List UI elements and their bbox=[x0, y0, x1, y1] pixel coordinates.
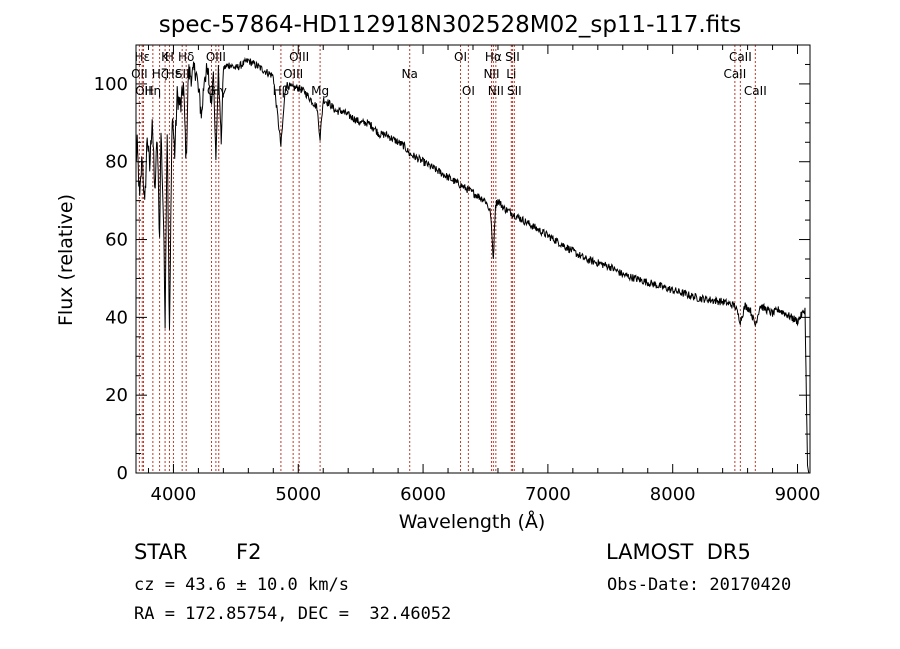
x-tick-label: 4000 bbox=[151, 484, 197, 505]
spectral-line-label: OII bbox=[131, 67, 148, 81]
spectral-line-label: OI bbox=[454, 50, 467, 64]
spectral-line-label: Hζ bbox=[152, 67, 168, 81]
spectral-line-label: OIII bbox=[283, 67, 303, 81]
spectral-line-label: OII bbox=[135, 84, 152, 98]
spectral-line-label: SII bbox=[505, 50, 520, 64]
x-tick-label: 8000 bbox=[650, 484, 696, 505]
y-tick-label: 20 bbox=[105, 385, 128, 406]
y-tick-label: 40 bbox=[105, 307, 128, 328]
y-tick-label: 60 bbox=[105, 230, 128, 251]
spectral-line-label: Hη bbox=[145, 84, 162, 98]
spectral-line-label: CaII bbox=[744, 84, 767, 98]
obs-date: Obs-Date: 20170420 bbox=[607, 575, 792, 595]
spectral-line-label: SII bbox=[507, 84, 522, 98]
y-tick-label: 80 bbox=[105, 152, 128, 173]
spectral-line-label: CaII bbox=[723, 67, 746, 81]
spectral-line-label: Li bbox=[506, 67, 516, 81]
survey-label: LAMOST DR5 bbox=[606, 540, 751, 564]
spectral-line-label: Hε bbox=[166, 67, 182, 81]
plot-frame bbox=[135, 44, 811, 474]
x-tick-label: 6000 bbox=[400, 484, 446, 505]
chart-title: spec-57864-HD112918N302528M02_sp11-117.f… bbox=[158, 12, 742, 38]
ra-dec: RA = 172.85754, DEC = 32.46052 bbox=[134, 604, 452, 624]
spectral-line-label: NII bbox=[483, 67, 499, 81]
spectral-line-label: Hε bbox=[134, 50, 150, 64]
spectral-line-label: OIII bbox=[289, 50, 309, 64]
object-subclass: F2 bbox=[236, 540, 262, 564]
x-tick-label: 5000 bbox=[275, 484, 321, 505]
redshift-cz: cz = 43.6 ± 10.0 km/s bbox=[134, 575, 349, 595]
spectral-line-label: H bbox=[165, 50, 174, 64]
spectral-line-label: Mg bbox=[311, 84, 329, 98]
spectral-line-label: CaII bbox=[729, 50, 752, 64]
y-axis-label: Flux (relative) bbox=[55, 194, 77, 326]
y-tick-label: 100 bbox=[94, 74, 128, 95]
x-axis-label: Wavelength (Å) bbox=[399, 510, 546, 533]
spectral-line-label: OI bbox=[462, 84, 475, 98]
spectral-line-label: Hδ bbox=[178, 50, 194, 64]
spectral-line-label: K bbox=[161, 50, 170, 64]
y-tick-label: 0 bbox=[117, 463, 128, 484]
spectral-line-label: SII bbox=[175, 67, 190, 81]
spectral-line-label: Na bbox=[402, 67, 418, 81]
spectral-line-label: OIII bbox=[206, 50, 226, 64]
x-tick-label: 9000 bbox=[775, 484, 821, 505]
spectral-line-label: G bbox=[207, 84, 216, 98]
spectral-line-label: Hα bbox=[485, 50, 502, 64]
object-class: STAR bbox=[134, 540, 188, 564]
spectral-line-label: NII bbox=[488, 84, 504, 98]
x-tick-label: 7000 bbox=[525, 484, 571, 505]
spectrum-series-line bbox=[135, 56, 810, 474]
